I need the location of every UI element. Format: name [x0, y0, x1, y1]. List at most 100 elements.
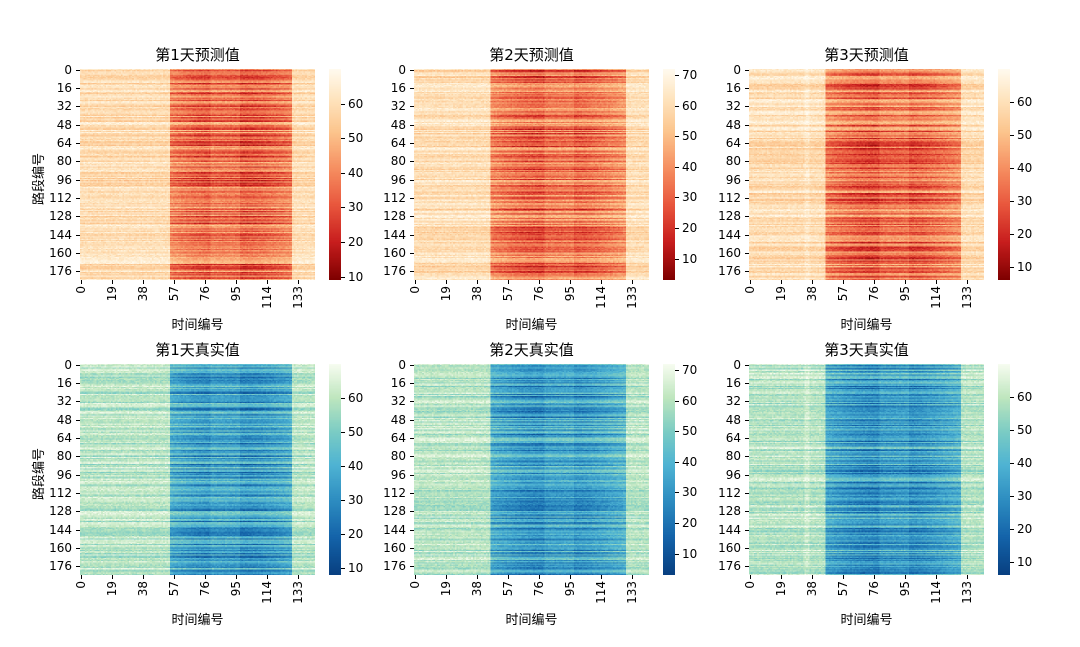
colorbar-tick-label: 70	[682, 68, 698, 82]
heatmap-plot	[749, 69, 984, 280]
colorbar-tick-label: 30	[1017, 194, 1033, 208]
y-tick-mark	[410, 198, 414, 199]
y-tick-label: 32	[56, 99, 72, 113]
x-axis-label: 时间编号	[171, 318, 224, 333]
y-tick-mark	[410, 383, 414, 384]
y-tick-mark	[410, 106, 414, 107]
y-tick-mark	[76, 161, 80, 162]
y-tick-label: 96	[390, 173, 406, 187]
colorbar-tick-mark	[675, 523, 679, 524]
colorbar	[998, 69, 1010, 280]
colorbar	[663, 69, 675, 280]
x-tick-mark	[236, 280, 237, 284]
colorbar-tick-label: 30	[348, 493, 364, 507]
x-tick-label: 76	[532, 581, 546, 597]
colorbar-tick-mark	[675, 197, 679, 198]
x-tick-label: 95	[563, 581, 577, 597]
y-tick-mark	[410, 475, 414, 476]
chart-title: 第2天真实值	[489, 341, 574, 359]
colorbar-tick-label: 70	[682, 363, 698, 377]
y-tick-mark	[76, 383, 80, 384]
colorbar-tick-label: 50	[348, 425, 364, 439]
y-tick-label: 64	[56, 136, 72, 150]
y-tick-label: 112	[718, 486, 741, 500]
x-tick-mark	[81, 280, 82, 284]
y-tick-mark	[410, 235, 414, 236]
chart-title: 第1天真实值	[155, 341, 240, 359]
y-tick-label: 80	[390, 449, 406, 463]
x-tick-label: 95	[229, 286, 243, 302]
x-tick-label: 38	[136, 286, 150, 302]
colorbar-tick-label: 20	[1017, 522, 1033, 536]
x-tick-label: 0	[74, 581, 88, 589]
y-tick-mark	[745, 106, 749, 107]
x-tick-mark	[112, 575, 113, 579]
x-tick-mark	[812, 575, 813, 579]
y-tick-label: 48	[725, 118, 741, 132]
y-tick-label: 96	[725, 173, 741, 187]
x-tick-mark	[205, 280, 206, 284]
x-tick-label: 57	[836, 286, 850, 302]
y-tick-label: 64	[390, 431, 406, 445]
y-tick-label: 176	[49, 264, 72, 278]
colorbar	[663, 364, 675, 575]
y-tick-mark	[745, 566, 749, 567]
x-tick-mark	[936, 575, 937, 579]
y-tick-mark	[745, 253, 749, 254]
colorbar-tick-mark	[675, 492, 679, 493]
colorbar-tick-label: 10	[1017, 555, 1033, 569]
colorbar-tick-mark	[675, 228, 679, 229]
y-tick-label: 128	[718, 504, 741, 518]
x-tick-label: 57	[167, 286, 181, 302]
x-tick-label: 0	[743, 286, 757, 294]
x-tick-label: 95	[898, 581, 912, 597]
y-tick-mark	[745, 180, 749, 181]
y-tick-label: 48	[56, 118, 72, 132]
colorbar-tick-label: 20	[348, 235, 364, 249]
x-tick-label: 114	[594, 581, 608, 604]
x-tick-label: 19	[105, 286, 119, 302]
x-tick-label: 57	[836, 581, 850, 597]
colorbar-tick-label: 60	[1017, 390, 1033, 404]
x-tick-mark	[601, 575, 602, 579]
x-tick-mark	[267, 575, 268, 579]
y-tick-mark	[410, 125, 414, 126]
x-tick-label: 76	[867, 581, 881, 597]
x-tick-label: 133	[291, 581, 305, 604]
x-tick-mark	[601, 280, 602, 284]
x-axis-label: 时间编号	[840, 613, 893, 628]
x-tick-label: 19	[439, 286, 453, 302]
colorbar-tick-mark	[675, 167, 679, 168]
colorbar-tick-label: 10	[348, 561, 364, 575]
x-tick-label: 114	[929, 286, 943, 309]
colorbar-tick-label: 30	[348, 200, 364, 214]
colorbar-tick-mark	[675, 401, 679, 402]
colorbar-tick-label: 60	[348, 97, 364, 111]
y-tick-label: 144	[383, 523, 406, 537]
y-tick-label: 160	[718, 246, 741, 260]
x-tick-mark	[81, 575, 82, 579]
y-tick-label: 80	[56, 154, 72, 168]
x-tick-label: 38	[805, 286, 819, 302]
colorbar-tick-label: 40	[1017, 456, 1033, 470]
colorbar-tick-label: 50	[348, 131, 364, 145]
x-tick-label: 38	[805, 581, 819, 597]
y-tick-mark	[745, 161, 749, 162]
y-tick-mark	[410, 456, 414, 457]
colorbar-tick-mark	[1010, 135, 1014, 136]
y-tick-label: 176	[718, 559, 741, 573]
y-tick-label: 48	[56, 413, 72, 427]
x-tick-label: 0	[74, 286, 88, 294]
colorbar-tick-label: 60	[682, 99, 698, 113]
x-tick-mark	[632, 280, 633, 284]
colorbar-tick-mark	[675, 462, 679, 463]
y-tick-label: 16	[56, 376, 72, 390]
y-tick-label: 128	[49, 504, 72, 518]
colorbar-tick-label: 50	[682, 424, 698, 438]
x-tick-mark	[750, 280, 751, 284]
y-tick-label: 96	[390, 468, 406, 482]
y-tick-mark	[76, 401, 80, 402]
y-tick-label: 144	[49, 228, 72, 242]
y-tick-label: 160	[383, 246, 406, 260]
x-tick-label: 95	[898, 286, 912, 302]
